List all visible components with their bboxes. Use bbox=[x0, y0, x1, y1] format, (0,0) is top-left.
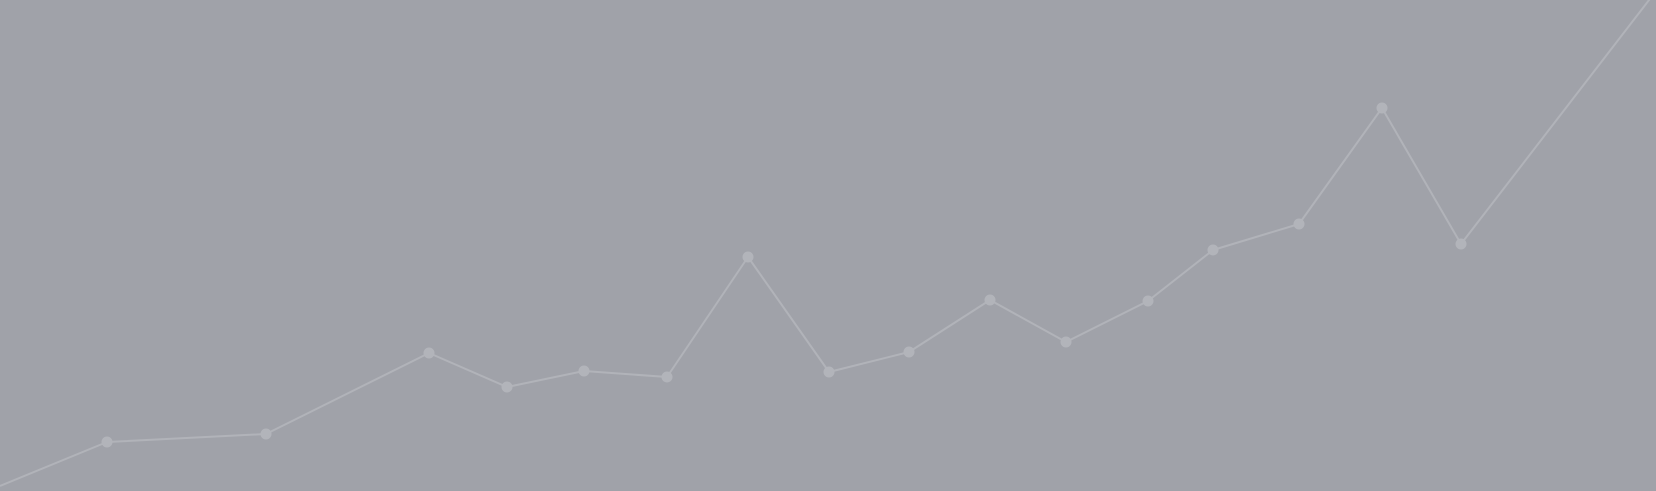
data-point-3 bbox=[423, 347, 435, 359]
data-point-6 bbox=[661, 371, 673, 383]
data-point-12 bbox=[1142, 295, 1154, 307]
data-point-13 bbox=[1207, 244, 1219, 256]
data-point-5 bbox=[578, 365, 590, 377]
data-point-2 bbox=[260, 428, 272, 440]
data-point-11 bbox=[1060, 336, 1072, 348]
data-point-4 bbox=[501, 381, 513, 393]
data-point-7 bbox=[742, 251, 754, 263]
data-point-14 bbox=[1293, 218, 1305, 230]
data-point-10 bbox=[984, 294, 996, 306]
data-point-8 bbox=[823, 366, 835, 378]
data-point-1 bbox=[101, 436, 113, 448]
data-point-16 bbox=[1455, 238, 1467, 250]
data-point-9 bbox=[903, 346, 915, 358]
data-point-15 bbox=[1376, 102, 1388, 114]
